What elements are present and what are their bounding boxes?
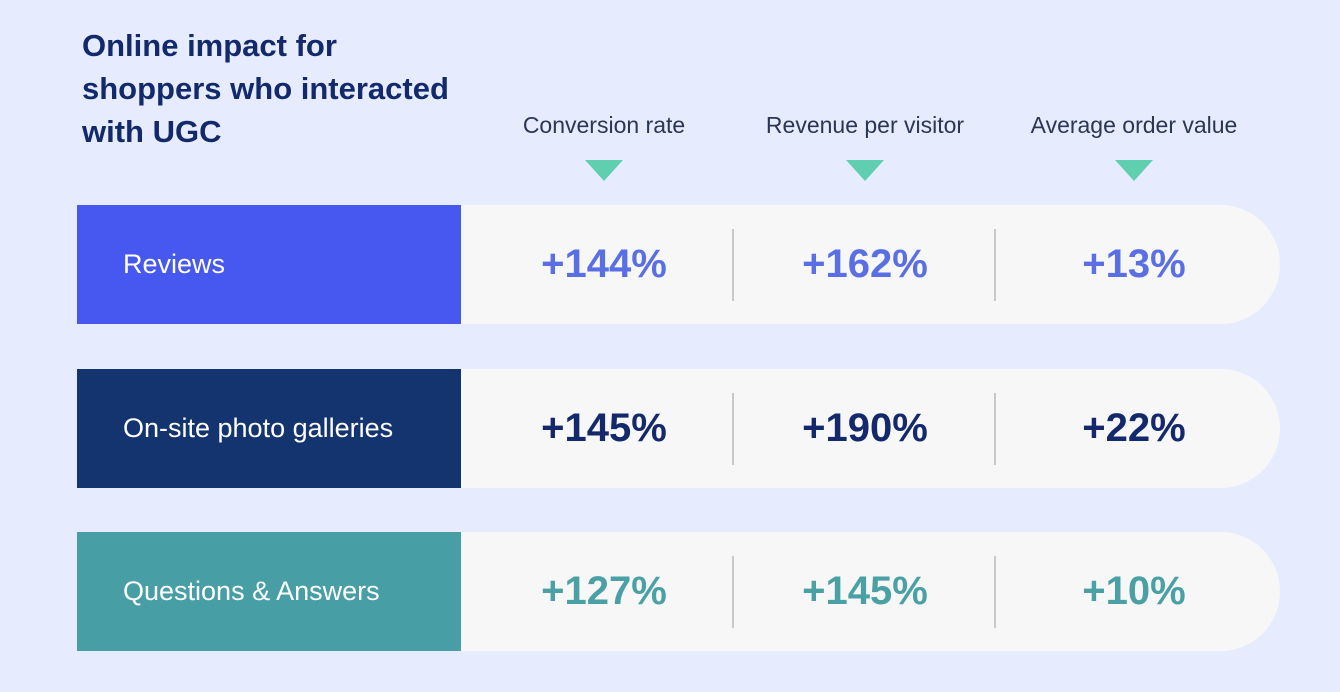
column-divider <box>732 229 734 301</box>
values-pill: +127% +145% +10% <box>461 532 1280 651</box>
column-divider <box>732 393 734 465</box>
column-divider <box>732 556 734 628</box>
value-cell: +145% <box>541 406 667 450</box>
table-row: Questions & Answers +127% +145% +10% <box>77 532 1280 651</box>
column-divider <box>994 393 996 465</box>
value-cell: +127% <box>541 569 667 613</box>
values-pill: +145% +190% +22% <box>461 369 1280 488</box>
value-cell: +22% <box>1082 406 1186 450</box>
column-divider <box>994 229 996 301</box>
column-header-average-order-value: Average order value <box>1030 112 1238 138</box>
row-label: On-site photo galleries <box>77 369 461 488</box>
table-row: Reviews +144% +162% +13% <box>77 205 1280 324</box>
value-cell: +145% <box>802 569 928 613</box>
value-cell: +144% <box>541 242 667 286</box>
value-cell: +162% <box>802 242 928 286</box>
triangle-down-icon <box>1115 160 1153 181</box>
values-pill: +144% +162% +13% <box>461 205 1280 324</box>
table-row: On-site photo galleries +145% +190% +22% <box>77 369 1280 488</box>
chart-title: Online impact for shoppers who interacte… <box>82 28 449 149</box>
column-header-conversion-rate: Conversion rate <box>522 112 686 138</box>
triangle-down-icon <box>846 160 884 181</box>
value-cell: +13% <box>1082 242 1186 286</box>
triangle-down-icon <box>585 160 623 181</box>
value-cell: +190% <box>802 406 928 450</box>
row-label: Reviews <box>77 205 461 324</box>
column-divider <box>994 556 996 628</box>
column-header-revenue-per-visitor: Revenue per visitor <box>765 112 965 138</box>
value-cell: +10% <box>1082 569 1186 613</box>
row-label: Questions & Answers <box>77 532 461 651</box>
